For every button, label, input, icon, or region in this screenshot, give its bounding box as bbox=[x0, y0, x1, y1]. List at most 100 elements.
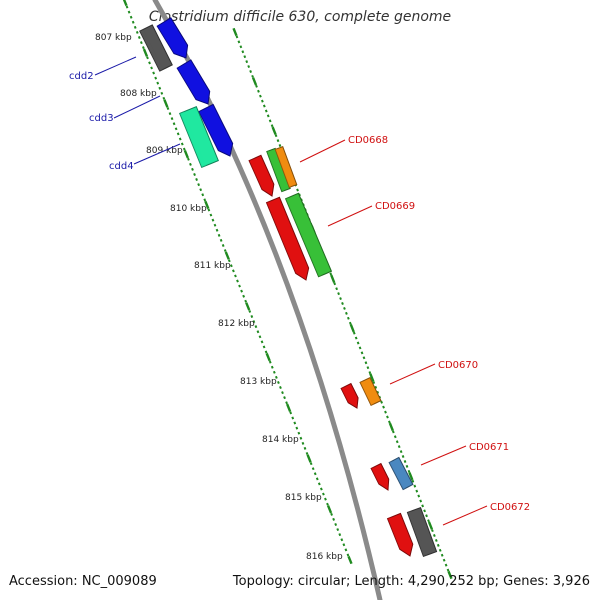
left-scale-minor-tick bbox=[264, 350, 268, 354]
left-scale-minor-tick bbox=[272, 370, 276, 374]
right-scale-minor-tick bbox=[249, 70, 253, 73]
left-scale-minor-tick bbox=[182, 147, 186, 151]
left-scale-minor-tick bbox=[162, 96, 166, 100]
right-scale-minor-tick bbox=[413, 484, 417, 488]
gene-label-CD0668: CD0668 bbox=[348, 135, 388, 146]
feature-CD0671-steel-blue-highlight bbox=[389, 461, 406, 490]
left-scale-major-tick bbox=[347, 555, 353, 565]
left-scale-minor-tick bbox=[168, 112, 172, 116]
right-scale-minor-tick bbox=[411, 479, 415, 483]
right-scale-major-tick bbox=[349, 324, 355, 333]
feature-CD0672-red-highlight bbox=[387, 517, 404, 550]
feature-CD0672-red-body bbox=[386, 512, 414, 557]
left-scale-minor-tick bbox=[189, 162, 192, 166]
left-scale-minor-tick bbox=[150, 66, 153, 70]
gene-features bbox=[139, 17, 438, 558]
leader-cdd2 bbox=[94, 56, 137, 76]
right-scale-minor-tick bbox=[352, 331, 356, 335]
left-scale-minor-tick bbox=[174, 127, 178, 131]
feature-cdd1-blue-body bbox=[156, 17, 189, 59]
left-scale-minor-tick bbox=[193, 172, 196, 176]
right-scale-minor-tick bbox=[391, 430, 395, 434]
feature-cdd4-teal-body bbox=[179, 105, 219, 169]
leader-CD0669 bbox=[327, 205, 373, 227]
right-scale-minor-tick bbox=[368, 371, 372, 375]
gene-label-CD0670: CD0670 bbox=[438, 360, 478, 371]
feature-CD0670-orange-body bbox=[359, 376, 382, 407]
feature-CD0668-green-body bbox=[266, 147, 291, 193]
right-scale-minor-tick bbox=[346, 316, 350, 320]
right-scale-minor-tick bbox=[341, 302, 344, 305]
right-scale-minor-tick bbox=[432, 534, 436, 537]
left-scale-minor-tick bbox=[133, 25, 137, 29]
scale-label-812: 812 kbp bbox=[218, 319, 255, 329]
left-scale-minor-tick bbox=[234, 274, 237, 278]
left-scale-minor-tick bbox=[342, 543, 346, 547]
feature-cdd4-teal-highlight bbox=[179, 111, 207, 168]
right-scale-major-tick bbox=[447, 570, 453, 580]
right-scale-minor-tick bbox=[438, 548, 442, 552]
left-scale-major-tick bbox=[142, 48, 149, 57]
left-scale-minor-tick bbox=[238, 284, 241, 288]
left-scale-minor-tick bbox=[221, 244, 225, 247]
right-scale-minor-tick bbox=[407, 469, 411, 473]
feature-CD0672-gray-body bbox=[406, 506, 438, 558]
right-scale-minor-tick bbox=[274, 134, 278, 138]
left-scale-minor-tick bbox=[172, 122, 176, 126]
right-scale-minor-tick bbox=[376, 390, 380, 394]
left-scale-minor-tick bbox=[187, 157, 190, 161]
right-scale-minor-tick bbox=[348, 321, 352, 325]
left-scale-minor-tick bbox=[142, 46, 145, 50]
left-scale-minor-tick bbox=[293, 421, 297, 425]
scale-label-816: 816 kbp bbox=[306, 552, 343, 562]
right-scale-minor-tick bbox=[335, 287, 339, 291]
left-scale-minor-tick bbox=[260, 340, 264, 344]
left-scale-minor-tick bbox=[258, 335, 262, 339]
right-scale-minor-tick bbox=[360, 351, 364, 355]
left-scale-minor-tick bbox=[317, 482, 321, 486]
feature-cdd1-blue bbox=[156, 17, 189, 59]
left-scale-minor-tick bbox=[270, 365, 274, 369]
right-scale-major-tick bbox=[271, 126, 277, 135]
left-scale-minor-tick bbox=[166, 107, 170, 111]
leader-CD0671 bbox=[420, 445, 467, 466]
feature-CD0668-green bbox=[266, 147, 291, 193]
left-scale-minor-tick bbox=[319, 487, 323, 491]
feature-CD0669-red-highlight bbox=[266, 201, 300, 274]
leader-cdd4 bbox=[133, 143, 181, 165]
genome-summary-text: Topology: circular; Length: 4,290,252 bp… bbox=[232, 574, 590, 589]
left-scale-minor-tick bbox=[324, 497, 327, 501]
leader-CD0672 bbox=[442, 505, 488, 526]
feature-cdd3-blue-highlight bbox=[198, 109, 223, 151]
left-scale-minor-tick bbox=[191, 167, 194, 171]
left-scale-minor-tick bbox=[332, 517, 336, 521]
left-scale-minor-tick bbox=[129, 15, 133, 19]
left-scale-minor-tick bbox=[131, 20, 135, 24]
left-scale-minor-tick bbox=[127, 10, 131, 14]
right-scale-minor-tick bbox=[436, 543, 440, 547]
left-scale-minor-tick bbox=[254, 325, 258, 329]
scale-label-810: 810 kbp bbox=[170, 204, 207, 214]
feature-CD0670-red-body bbox=[340, 382, 359, 409]
left-scale-minor-tick bbox=[274, 375, 278, 379]
left-scale-major-tick bbox=[163, 99, 169, 108]
left-scale-minor-tick bbox=[262, 345, 266, 349]
right-scale-minor-tick bbox=[237, 40, 241, 44]
leader-cdd3 bbox=[113, 95, 161, 119]
right-scale-minor-tick bbox=[259, 94, 262, 98]
left-scale-minor-tick bbox=[223, 249, 227, 253]
left-scale-minor-tick bbox=[170, 117, 174, 121]
left-scale-minor-tick bbox=[195, 178, 198, 182]
left-scale-minor-tick bbox=[135, 30, 139, 34]
left-scale-minor-tick bbox=[229, 264, 233, 268]
right-scale-minor-tick bbox=[247, 65, 251, 69]
right-scale-minor-tick bbox=[395, 440, 399, 444]
left-scale-minor-tick bbox=[330, 512, 333, 516]
right-scale-minor-tick bbox=[401, 455, 405, 459]
left-scale-minor-tick bbox=[160, 91, 164, 95]
left-scale-minor-tick bbox=[338, 533, 342, 537]
right-scale-minor-tick bbox=[255, 84, 258, 88]
right-scale-minor-tick bbox=[446, 568, 450, 572]
left-scale-minor-tick bbox=[156, 81, 160, 85]
